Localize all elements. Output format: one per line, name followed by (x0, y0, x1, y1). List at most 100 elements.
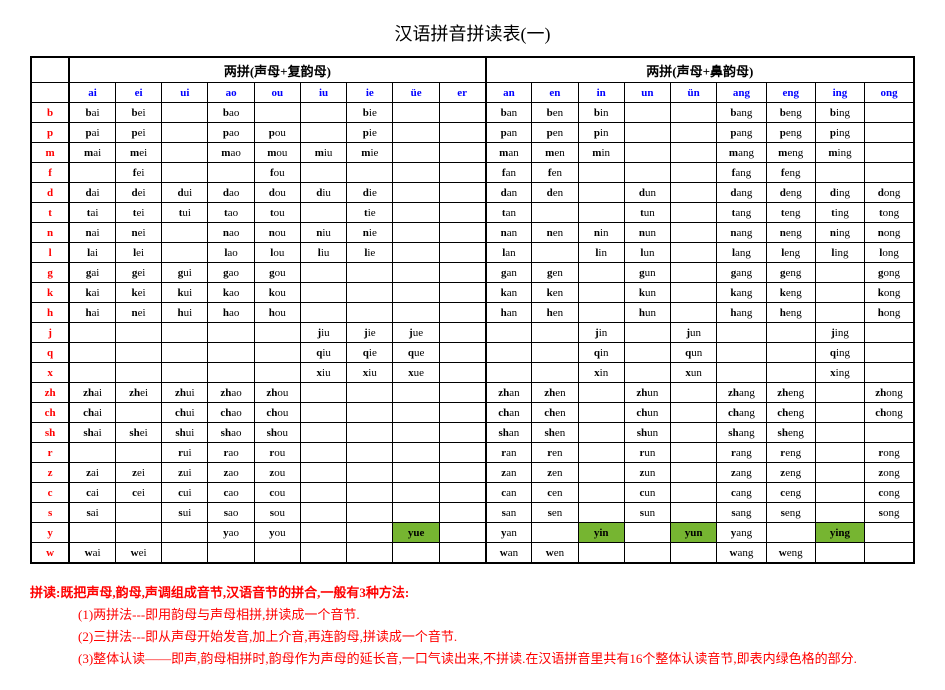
final-header-en: en (532, 83, 578, 103)
cell-r-ing (815, 443, 864, 463)
cell-x-ao (208, 363, 254, 383)
cell-b-ang: bang (717, 103, 766, 123)
cell-q-en (532, 343, 578, 363)
cell-j-iu: jiu (300, 323, 346, 343)
cell-sh-in (578, 423, 624, 443)
cell-x-ui (162, 363, 208, 383)
cell-b-ie: bie (347, 103, 393, 123)
cell-l-ou: lou (254, 243, 300, 263)
cell-n-ong: nong (865, 223, 914, 243)
cell-g-ei: gei (115, 263, 161, 283)
cell-q-ang (717, 343, 766, 363)
cell-d-iu: diu (300, 183, 346, 203)
cell-p-en: pen (532, 123, 578, 143)
page-title: 汉语拼音拼读表(一) (30, 20, 915, 46)
cell-j-ong (865, 323, 914, 343)
cell-r-ün (671, 443, 717, 463)
cell-c-un: cun (624, 483, 670, 503)
cell-t-ai: tai (69, 203, 115, 223)
cell-d-en: den (532, 183, 578, 203)
cell-zh-in (578, 383, 624, 403)
final-header-ie: ie (347, 83, 393, 103)
cell-z-ai: zai (69, 463, 115, 483)
cell-h-ai: hai (69, 303, 115, 323)
cell-m-ei: mei (115, 143, 161, 163)
cell-c-ao: cao (208, 483, 254, 503)
cell-z-un: zun (624, 463, 670, 483)
cell-r-ai (69, 443, 115, 463)
cell-r-iu (300, 443, 346, 463)
final-header-üe: üe (393, 83, 439, 103)
cell-zh-eng: zheng (766, 383, 815, 403)
cell-h-un: hun (624, 303, 670, 323)
cell-d-ai: dai (69, 183, 115, 203)
initial-header-z: z (31, 463, 69, 483)
cell-x-ang (717, 363, 766, 383)
final-header-ong: ong (865, 83, 914, 103)
cell-t-ei: tei (115, 203, 161, 223)
initial-header-s: s (31, 503, 69, 523)
cell-l-ing: ling (815, 243, 864, 263)
cell-ch-üe (393, 403, 439, 423)
cell-m-ong (865, 143, 914, 163)
cell-z-ing (815, 463, 864, 483)
cell-h-ui: hui (162, 303, 208, 323)
cell-p-iu (300, 123, 346, 143)
cell-g-en: gen (532, 263, 578, 283)
cell-y-ou: you (254, 523, 300, 543)
cell-n-en: nen (532, 223, 578, 243)
cell-l-an: lan (486, 243, 532, 263)
cell-m-un (624, 143, 670, 163)
cell-z-ie (347, 463, 393, 483)
cell-f-ong (865, 163, 914, 183)
cell-k-ao: kao (208, 283, 254, 303)
initial-header-m: m (31, 143, 69, 163)
cell-m-üe (393, 143, 439, 163)
cell-p-ai: pai (69, 123, 115, 143)
cell-c-üe (393, 483, 439, 503)
cell-m-ang: mang (717, 143, 766, 163)
cell-x-eng (766, 363, 815, 383)
cell-h-ie (347, 303, 393, 323)
final-header-er: er (439, 83, 485, 103)
cell-z-en: zen (532, 463, 578, 483)
cell-c-ing (815, 483, 864, 503)
cell-zh-un: zhun (624, 383, 670, 403)
cell-r-ang: rang (717, 443, 766, 463)
cell-q-ün: qun (671, 343, 717, 363)
cell-w-ao (208, 543, 254, 564)
cell-m-an: man (486, 143, 532, 163)
cell-w-ie (347, 543, 393, 564)
cell-l-iu: liu (300, 243, 346, 263)
cell-w-iu (300, 543, 346, 564)
cell-l-ei: lei (115, 243, 161, 263)
cell-ch-eng: cheng (766, 403, 815, 423)
cell-y-ui (162, 523, 208, 543)
cell-k-ai: kai (69, 283, 115, 303)
cell-zh-ang: zhang (717, 383, 766, 403)
cell-t-ün (671, 203, 717, 223)
cell-z-ao: zao (208, 463, 254, 483)
cell-w-ai: wai (69, 543, 115, 564)
cell-h-an: han (486, 303, 532, 323)
cell-c-ui: cui (162, 483, 208, 503)
cell-w-ing (815, 543, 864, 564)
cell-d-ün (671, 183, 717, 203)
cell-q-ai (69, 343, 115, 363)
cell-w-un (624, 543, 670, 564)
cell-h-iu (300, 303, 346, 323)
cell-f-eng: feng (766, 163, 815, 183)
cell-d-ong: dong (865, 183, 914, 203)
cell-n-er (439, 223, 485, 243)
cell-h-eng: heng (766, 303, 815, 323)
cell-h-ei: nei (115, 303, 161, 323)
cell-s-ao: sao (208, 503, 254, 523)
cell-x-ai (69, 363, 115, 383)
cell-c-er (439, 483, 485, 503)
cell-d-ui: dui (162, 183, 208, 203)
cell-w-üe (393, 543, 439, 564)
cell-n-in: nin (578, 223, 624, 243)
section-header-a: 两拼(声母+复韵母) (69, 57, 485, 83)
cell-g-ing (815, 263, 864, 283)
cell-k-ün (671, 283, 717, 303)
